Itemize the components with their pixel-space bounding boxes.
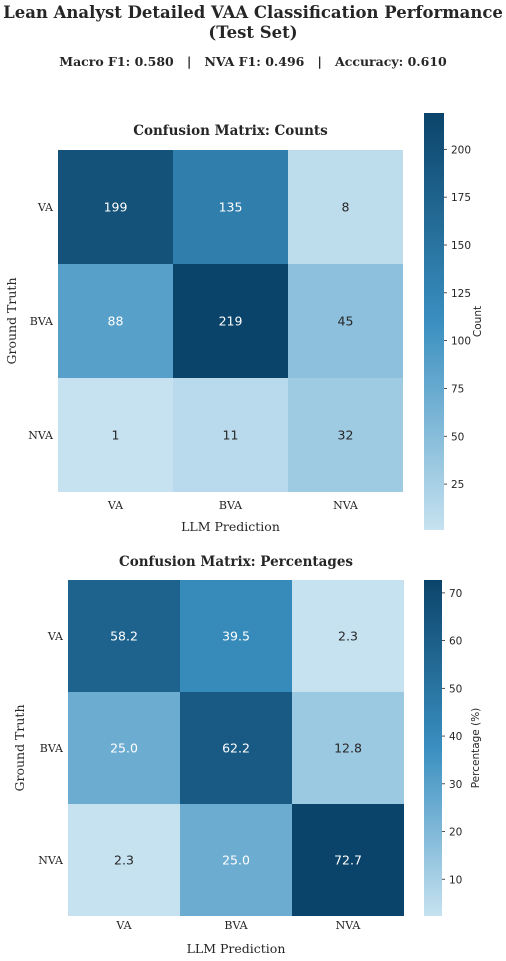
y-axis-label: Ground Truth — [12, 705, 27, 792]
heatmap-cell — [292, 692, 404, 804]
y-tick-label: BVA — [30, 315, 54, 328]
metrics-summary: Macro F1: 0.580 | NVA F1: 0.496 | Accura… — [0, 54, 506, 69]
x-tick-label: VA — [115, 919, 132, 932]
heatmap-cell-label: 25.0 — [222, 853, 250, 868]
heatmap-cell-label: 8 — [342, 200, 350, 215]
heatmap-cell — [288, 264, 403, 378]
figure-title-line1: Lean Analyst Detailed VAA Classification… — [3, 3, 503, 22]
heatmap-cell-label: 88 — [108, 314, 124, 329]
heatmap-cell — [68, 580, 180, 692]
heatmap-cell-label: 32 — [338, 428, 354, 443]
colorbar-label: Count — [472, 306, 484, 337]
colorbar-tick-label: 30 — [449, 779, 462, 791]
colorbar-tick-label: 10 — [449, 874, 462, 886]
heatmap-cell-label: 219 — [219, 314, 243, 329]
accuracy-value: 0.610 — [407, 54, 447, 69]
heatmap-cell-label: 72.7 — [334, 853, 362, 868]
colorbar — [424, 113, 444, 530]
heatmap-cell-label: 25.0 — [110, 741, 138, 756]
heatmap-cell-label: 12.8 — [334, 741, 362, 756]
heatmap-cell-label: 199 — [104, 200, 128, 215]
metrics-separator-2: | — [317, 54, 322, 69]
metrics-separator-1: | — [186, 54, 192, 69]
heatmap-cell-label: 2.3 — [338, 629, 358, 644]
colorbar-tick-label: 200 — [451, 144, 471, 156]
colorbar-tick-label: 25 — [451, 479, 464, 491]
heatmap-cell — [58, 264, 173, 378]
x-tick-label: BVA — [224, 919, 248, 932]
heatmap-cell — [58, 378, 173, 492]
colorbar-tick-label: 75 — [451, 383, 464, 395]
macro-f1-value: 0.580 — [134, 54, 174, 69]
y-axis-label: Ground Truth — [4, 278, 19, 365]
heatmap-cell — [173, 264, 288, 378]
heatmap-cell — [288, 150, 403, 264]
heatmap-cell — [68, 804, 180, 916]
heatmap-cell-label: 2.3 — [114, 853, 134, 868]
figure-title-line2: (Test Set) — [208, 23, 298, 42]
heatmap-cell-label: 62.2 — [222, 741, 250, 756]
colorbar-tick-label: 60 — [449, 636, 462, 648]
y-tick-label: VA — [37, 201, 54, 214]
heatmap-cell-label: 135 — [219, 200, 243, 215]
colorbar-tick-label: 125 — [451, 288, 471, 300]
heatmap-cell — [58, 150, 173, 264]
colorbar-tick-label: 50 — [451, 431, 464, 443]
heatmap-cell-label: 45 — [338, 314, 354, 329]
macro-f1-label: Macro F1: — [59, 54, 131, 69]
heatmap-cell — [180, 692, 292, 804]
y-tick-label: NVA — [38, 854, 64, 867]
figure-title: Lean Analyst Detailed VAA Classification… — [0, 3, 506, 43]
colorbar-tick-label: 70 — [449, 588, 462, 600]
x-axis-label: LLM Prediction — [187, 941, 286, 956]
heatmap-cell-label: 39.5 — [222, 629, 250, 644]
colorbar-tick-label: 20 — [449, 827, 462, 839]
heatmap-cell — [292, 804, 404, 916]
heatmap-cell — [180, 580, 292, 692]
y-tick-label: BVA — [40, 742, 64, 755]
colorbar-tick-label: 50 — [449, 683, 462, 695]
accuracy-label: Accuracy: — [335, 54, 404, 69]
colorbar-tick-label: 40 — [449, 731, 462, 743]
heatmap-cell — [68, 692, 180, 804]
colorbar-label: Percentage (%) — [470, 708, 482, 789]
percentages-heatmap: Confusion Matrix: Percentages 58.2 39.5 2.3… — [12, 554, 482, 956]
nva-f1-value: 0.496 — [265, 54, 305, 69]
colorbar-tick-label: 100 — [451, 336, 471, 348]
nva-f1-label: NVA F1: — [204, 54, 261, 69]
x-tick-label: NVA — [333, 499, 359, 512]
x-tick-label: NVA — [336, 919, 362, 932]
heatmap-cell-label: 1 — [112, 428, 120, 443]
y-tick-label: VA — [47, 630, 64, 643]
heatmap-title: Confusion Matrix: Percentages — [119, 554, 353, 570]
x-axis-label: LLM Prediction — [181, 519, 280, 534]
colorbar-tick-label: 175 — [451, 192, 471, 204]
colorbar — [424, 580, 442, 916]
heatmap-cell — [173, 150, 288, 264]
heatmap-cell — [288, 378, 403, 492]
heatmap-cell-label: 11 — [223, 428, 239, 443]
heatmap-cell — [173, 378, 288, 492]
heatmap-cell — [292, 580, 404, 692]
x-tick-label: VA — [107, 499, 124, 512]
heatmap-cell — [180, 804, 292, 916]
x-tick-label: BVA — [219, 499, 243, 512]
y-tick-label: NVA — [28, 429, 54, 442]
heatmap-title: Confusion Matrix: Counts — [133, 123, 328, 139]
heatmap-cell-label: 58.2 — [110, 629, 138, 644]
colorbar-tick-label: 150 — [451, 240, 471, 252]
